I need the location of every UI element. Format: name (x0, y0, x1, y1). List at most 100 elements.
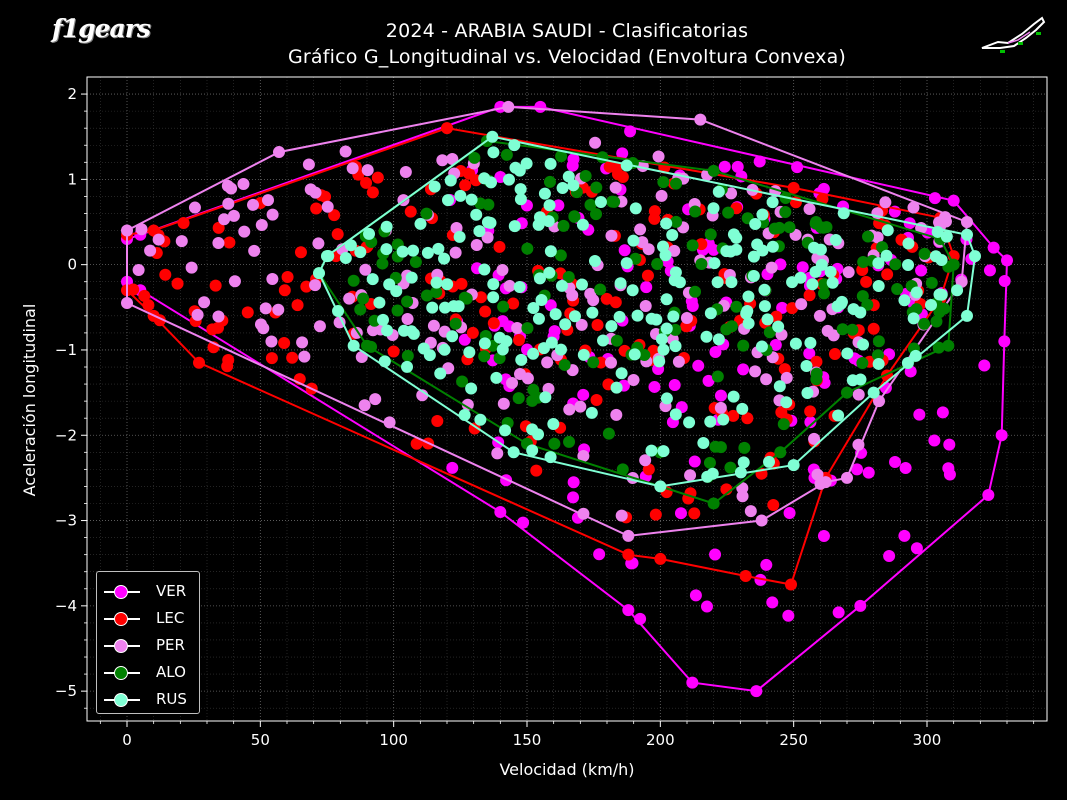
data-point (357, 292, 370, 305)
data-point (720, 245, 733, 258)
data-point (638, 349, 651, 362)
data-point (763, 455, 776, 468)
x-tick-label: 300 (913, 731, 942, 749)
data-point (829, 234, 842, 247)
data-point (380, 220, 393, 233)
data-point (669, 340, 682, 353)
data-point (481, 216, 494, 229)
data-point (815, 258, 828, 271)
data-point (434, 367, 447, 380)
data-point (588, 255, 601, 268)
data-point (689, 589, 702, 602)
data-point (401, 295, 414, 308)
data-point (731, 160, 744, 173)
data-point (851, 463, 864, 476)
data-point (714, 401, 727, 414)
data-point (198, 296, 211, 309)
data-point (302, 158, 315, 171)
data-point (212, 310, 225, 323)
data-point (704, 415, 717, 428)
data-point (171, 277, 184, 290)
legend-label: PER (156, 636, 185, 654)
data-point (821, 324, 834, 337)
data-point (577, 348, 590, 361)
data-point (826, 276, 839, 289)
data-point (132, 264, 145, 277)
data-point (309, 279, 322, 292)
data-point (543, 266, 556, 279)
data-point (590, 208, 603, 221)
data-point (512, 392, 525, 405)
data-point (455, 277, 468, 290)
data-point (808, 432, 821, 445)
data-point (615, 367, 628, 380)
data-point (502, 173, 515, 186)
data-layer (121, 100, 1013, 698)
hull-line-ver (126, 105, 1009, 693)
data-point (618, 244, 631, 257)
data-point (387, 345, 400, 358)
data-point (487, 291, 500, 304)
x-tick-label: 100 (379, 731, 408, 749)
data-point (575, 278, 588, 291)
data-point (789, 337, 802, 350)
data-point (813, 309, 826, 322)
data-point (707, 243, 720, 256)
data-point (535, 294, 548, 307)
data-point (737, 456, 750, 469)
data-point (257, 322, 270, 335)
data-point (541, 356, 554, 369)
data-point (670, 215, 683, 228)
data-point (800, 359, 813, 372)
data-point (359, 263, 372, 276)
data-point (689, 285, 702, 298)
data-point (795, 298, 808, 311)
data-point (686, 299, 699, 312)
data-point (727, 228, 740, 241)
data-point (442, 194, 455, 207)
data-point (238, 225, 251, 238)
data-point (669, 408, 682, 421)
data-point (544, 157, 557, 170)
data-point (604, 356, 617, 369)
data-point (898, 529, 911, 542)
data-point (563, 435, 576, 448)
data-point (272, 303, 285, 316)
data-point (836, 323, 849, 336)
data-point (951, 284, 964, 297)
data-point (722, 206, 735, 219)
data-point (278, 284, 291, 297)
data-point (339, 251, 352, 264)
data-point (660, 392, 673, 405)
data-point (298, 350, 311, 363)
data-point (591, 319, 604, 332)
data-point (449, 246, 462, 259)
data-point (376, 257, 389, 270)
data-point (526, 444, 539, 457)
data-point (135, 223, 148, 236)
data-point (616, 147, 629, 160)
data-point (557, 219, 570, 232)
data-point (857, 255, 870, 268)
data-point (514, 193, 527, 206)
data-point (754, 573, 767, 586)
data-point (741, 304, 754, 317)
data-point (559, 318, 572, 331)
data-point (508, 220, 521, 233)
data-point (487, 317, 500, 330)
data-point (363, 227, 376, 240)
data-point (430, 276, 443, 289)
data-point (543, 175, 556, 188)
data-point (537, 342, 550, 355)
data-point (880, 249, 893, 262)
data-point (556, 182, 569, 195)
data-point (645, 312, 658, 325)
data-point (872, 280, 885, 293)
data-point (847, 303, 860, 316)
data-point (889, 455, 902, 468)
data-point (286, 351, 299, 364)
data-point (711, 370, 724, 383)
legend-marker (114, 639, 128, 653)
data-point (817, 529, 830, 542)
